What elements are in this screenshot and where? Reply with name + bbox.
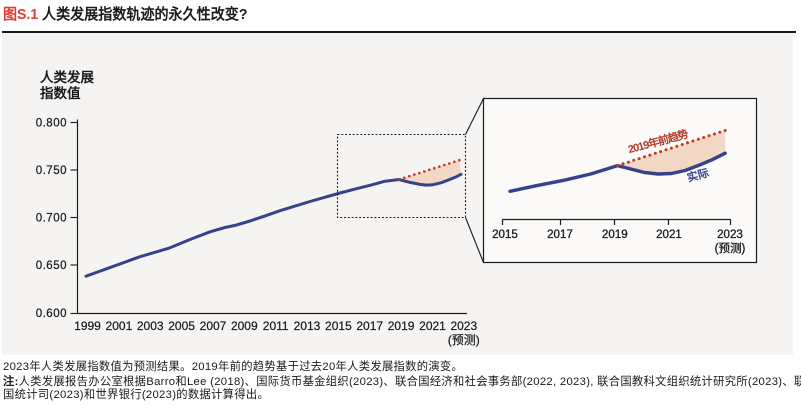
svg-text:2023: 2023 [717, 228, 743, 241]
svg-text:2019: 2019 [602, 228, 628, 241]
svg-text:1999: 1999 [74, 319, 101, 333]
svg-text:2017: 2017 [356, 319, 383, 333]
svg-text:2011: 2011 [263, 319, 289, 333]
svg-text:2021: 2021 [656, 228, 682, 241]
svg-text:2005: 2005 [168, 319, 195, 333]
svg-text:0.750: 0.750 [36, 165, 67, 177]
svg-text:(预测): (预测) [715, 242, 746, 255]
svg-text:2021: 2021 [419, 319, 446, 333]
svg-text:2013: 2013 [294, 319, 321, 333]
svg-text:2007: 2007 [200, 319, 227, 333]
svg-text:2019: 2019 [388, 319, 415, 333]
svg-text:2003: 2003 [137, 319, 164, 333]
svg-text:2015: 2015 [492, 228, 518, 241]
svg-text:人类发展: 人类发展 [40, 69, 94, 85]
svg-text:2017: 2017 [547, 228, 573, 241]
svg-text:(预测): (预测) [448, 333, 480, 347]
svg-text:0.650: 0.650 [36, 260, 67, 272]
svg-text:2023: 2023 [450, 319, 477, 333]
svg-text:0.800: 0.800 [36, 118, 67, 130]
svg-text:指数值: 指数值 [40, 85, 81, 101]
svg-text:0.600: 0.600 [36, 308, 67, 320]
svg-text:2015: 2015 [325, 319, 352, 333]
svg-text:2001: 2001 [106, 319, 133, 333]
svg-text:0.700: 0.700 [36, 213, 67, 225]
svg-text:2009: 2009 [231, 319, 258, 333]
